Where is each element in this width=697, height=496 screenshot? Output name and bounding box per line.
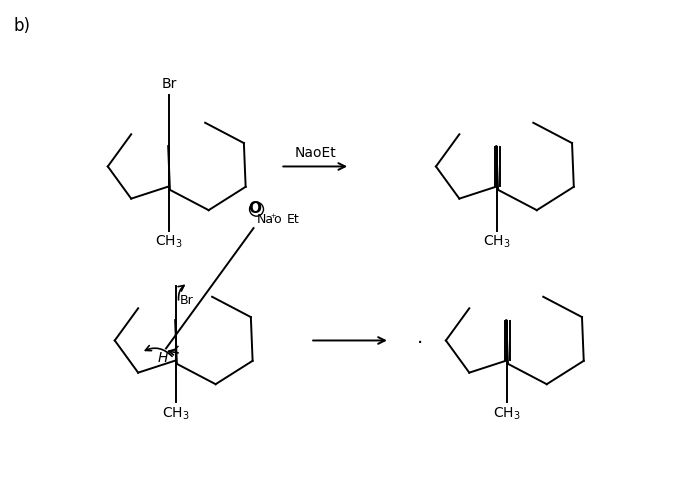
Text: CH$_3$: CH$_3$ [155,234,183,250]
Text: Na: Na [256,213,274,226]
Text: $^+$: $^+$ [270,213,277,223]
Text: $\mathbf{O}$: $\mathbf{O}$ [248,200,263,216]
Text: Et: Et [286,213,299,226]
Text: o: o [273,213,281,226]
Text: Br: Br [180,294,194,307]
Text: CH$_3$: CH$_3$ [483,234,511,250]
Text: CH$_3$: CH$_3$ [162,405,190,422]
Text: .: . [417,328,422,347]
Text: NaoEt: NaoEt [294,146,336,161]
Text: Br: Br [161,77,177,91]
Text: CH$_3$: CH$_3$ [493,405,521,422]
Text: b): b) [14,17,31,35]
Text: H: H [158,351,168,366]
